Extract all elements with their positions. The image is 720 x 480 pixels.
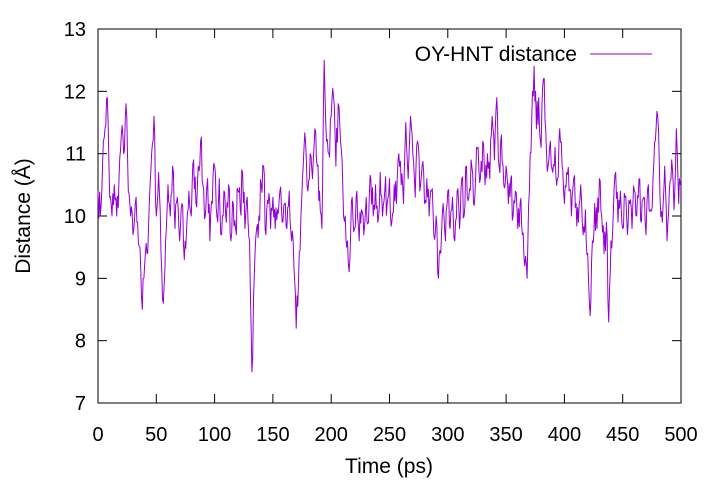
legend-label: OY-HNT distance	[415, 43, 577, 66]
legend: OY-HNT distance	[415, 43, 652, 66]
x-tick-label: 50	[145, 424, 167, 446]
x-tick-label: 200	[315, 424, 348, 446]
x-tick-label: 500	[664, 424, 697, 446]
plot-frame	[97, 28, 682, 404]
x-tick-label: 0	[92, 424, 103, 446]
x-tick-label: 250	[373, 424, 406, 446]
x-tick-label: 300	[431, 424, 464, 446]
series-line-oy-hnt-distance	[97, 59, 682, 373]
y-tick-label: 8	[75, 331, 86, 353]
x-tick-label: 100	[198, 424, 231, 446]
y-tick-label: 10	[64, 206, 86, 228]
y-tick-label: 12	[64, 81, 86, 103]
x-axis-title: Time (ps)	[345, 455, 433, 478]
x-tick-label: 400	[548, 424, 581, 446]
x-axis: 0 50 100 150 200 250 300 350 400 450 500	[92, 29, 698, 446]
y-tick-label: 13	[64, 19, 86, 41]
x-tick-label: 150	[256, 424, 289, 446]
y-tick-label: 11	[65, 144, 86, 166]
x-tick-label: 350	[489, 424, 522, 446]
y-axis: 7 8 9 10 11 12 13	[64, 19, 681, 415]
y-tick-label: 9	[75, 268, 86, 290]
y-axis-title: Distance (Å)	[12, 158, 35, 274]
y-tick-label: 7	[75, 393, 86, 415]
x-tick-label: 450	[606, 424, 639, 446]
